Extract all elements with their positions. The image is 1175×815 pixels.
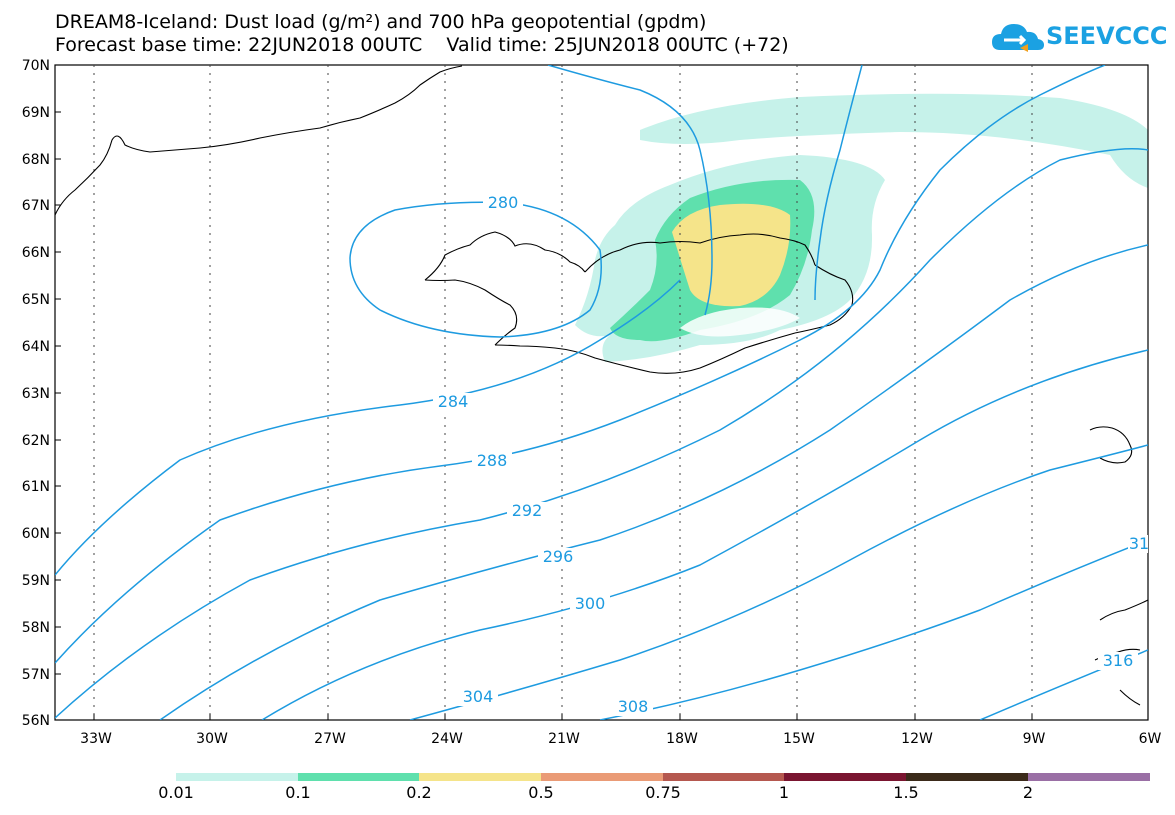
contour-300 xyxy=(409,444,1148,720)
contour-292 xyxy=(159,244,1148,720)
contour-284 xyxy=(55,279,681,576)
axis-ticks xyxy=(55,64,1033,720)
contour-280-east2 xyxy=(814,65,863,301)
plot-frame xyxy=(54,64,1149,721)
greenland-coast xyxy=(55,65,463,216)
lon-label: 18W xyxy=(666,731,698,747)
logo-text: SEEVCCC xyxy=(1046,22,1168,50)
iceland-west xyxy=(424,279,518,346)
colorbar-label: 0.01 xyxy=(158,783,194,802)
lon-label: 27W xyxy=(314,731,346,747)
coastlines xyxy=(55,65,1148,706)
lat-label: 70N xyxy=(22,58,50,74)
cloud-icon xyxy=(992,24,1044,52)
map-title: DREAM8-Iceland: Dust load (g/m²) and 700… xyxy=(55,11,707,33)
contour-288 xyxy=(55,148,1148,719)
contour-labels: 280 284 288 292 296 300 304 308 31 316 xyxy=(433,193,1149,716)
contour-280-east xyxy=(547,65,713,316)
lat-label: 58N xyxy=(22,620,50,636)
contour-label: 300 xyxy=(575,594,606,613)
graticule xyxy=(93,65,1033,720)
lat-label: 60N xyxy=(22,526,50,542)
colorbar-label: 0.75 xyxy=(645,783,681,802)
lat-label: 61N xyxy=(22,479,50,495)
colorbar-label: 0.2 xyxy=(406,783,432,802)
colorbar-segment xyxy=(784,773,906,781)
contour-label: 292 xyxy=(512,501,543,520)
colorbar-segment xyxy=(298,773,419,781)
contour-label: 296 xyxy=(543,547,574,566)
lat-label: 56N xyxy=(22,713,50,729)
geopotential-contours xyxy=(55,65,1148,720)
colorbar-segment xyxy=(541,773,663,781)
colorbar xyxy=(176,773,1150,781)
lon-label: 24W xyxy=(431,731,463,747)
contour-label: 316 xyxy=(1103,651,1134,670)
lat-label: 57N xyxy=(22,667,50,683)
colorbar-label: 2 xyxy=(1022,783,1034,802)
colorbar-label: 1.5 xyxy=(893,783,919,802)
colorbar-segment xyxy=(1028,773,1150,781)
contour-label: 304 xyxy=(463,687,494,706)
dust-band-north xyxy=(640,93,1148,188)
iceland-south xyxy=(494,332,796,374)
latitude-labels: 70N 69N 68N 67N 66N 65N 64N 63N 62N 61N … xyxy=(22,58,50,729)
longitude-labels: 33W 30W 27W 24W 21W 18W 15W 12W 9W 6W xyxy=(80,731,1161,747)
colorbar-label: 0.5 xyxy=(528,783,554,802)
lat-label: 62N xyxy=(22,433,50,449)
dust-glacier-gap xyxy=(680,307,800,337)
lon-label: 33W xyxy=(80,731,112,747)
lat-label: 68N xyxy=(22,152,50,168)
iceland-westfjords xyxy=(424,231,586,281)
lon-label: 30W xyxy=(196,731,228,747)
lon-label: 9W xyxy=(1023,731,1046,747)
dust-area-high xyxy=(672,203,791,307)
lat-label: 64N xyxy=(22,339,50,355)
colorbar-label: 1 xyxy=(778,783,790,802)
contour-label: 280 xyxy=(488,193,519,212)
contour-label: 31 xyxy=(1129,534,1149,553)
colorbar-label: 0.1 xyxy=(285,783,311,802)
lon-label: 21W xyxy=(548,731,580,747)
lat-label: 67N xyxy=(22,198,50,214)
contour-284b xyxy=(55,65,1106,664)
contour-label: 288 xyxy=(477,451,508,470)
contour-label: 284 xyxy=(438,392,469,411)
lat-label: 66N xyxy=(22,245,50,261)
contour-304 xyxy=(599,539,1148,720)
lat-label: 63N xyxy=(22,386,50,402)
faroe-coast xyxy=(1089,426,1133,464)
dust-load-shading xyxy=(575,93,1148,362)
lat-label: 59N xyxy=(22,573,50,589)
seevccc-logo: SEEVCCC xyxy=(990,18,1168,58)
contour-label: 308 xyxy=(618,697,649,716)
iceland-north xyxy=(584,233,816,273)
lon-label: 12W xyxy=(901,731,933,747)
lon-label: 6W xyxy=(1139,731,1162,747)
map-subtitle: Forecast base time: 22JUN2018 00UTC Vali… xyxy=(55,34,789,56)
lat-label: 65N xyxy=(22,292,50,308)
lat-label: 69N xyxy=(22,105,50,121)
colorbar-segment xyxy=(906,773,1028,781)
lon-label: 15W xyxy=(783,731,815,747)
colorbar-segment xyxy=(419,773,541,781)
contour-280-low xyxy=(349,201,602,338)
contour-296 xyxy=(261,349,1148,720)
colorbar-segment xyxy=(176,773,298,781)
colorbar-segment xyxy=(663,773,784,781)
